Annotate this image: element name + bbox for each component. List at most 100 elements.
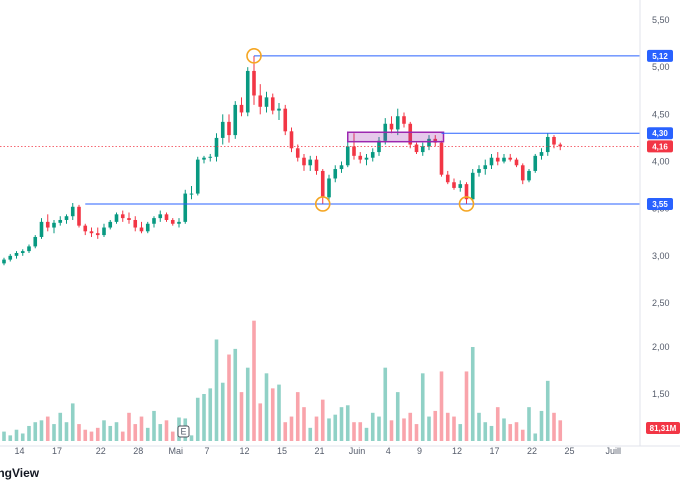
earnings-marker xyxy=(177,425,190,438)
volume-bar xyxy=(520,429,525,441)
x-tick-label: 14 xyxy=(14,446,24,456)
volume-bar xyxy=(8,435,13,441)
volume-bar xyxy=(489,425,494,441)
volume-bar xyxy=(439,371,444,441)
resistance-zone-box xyxy=(347,131,445,143)
resistance-tag xyxy=(647,49,673,62)
volume-bar xyxy=(427,416,431,441)
candle-body xyxy=(283,108,288,132)
x-tick-label: 17 xyxy=(52,446,62,456)
volume-bar xyxy=(527,407,531,441)
candle-body xyxy=(427,138,431,147)
volume-bar xyxy=(377,416,381,441)
candle-body xyxy=(245,70,250,113)
volume-bar xyxy=(108,425,113,441)
volume-bar xyxy=(158,424,163,441)
candle-body xyxy=(70,206,75,217)
volume-bar xyxy=(408,412,413,441)
candle-body xyxy=(558,144,563,147)
candle-body xyxy=(45,221,50,228)
volume-bar xyxy=(308,427,313,441)
volume-layer xyxy=(2,320,563,441)
volume-bar xyxy=(164,420,169,441)
volume-bar xyxy=(302,407,306,441)
candle-body xyxy=(102,227,106,236)
candle-body xyxy=(189,193,194,195)
candle-body xyxy=(295,148,300,158)
candle-body xyxy=(164,214,169,220)
candle-body xyxy=(14,253,19,256)
volume-bar xyxy=(289,416,294,441)
volume-bar xyxy=(39,420,44,441)
candle-body xyxy=(395,116,400,130)
candle-body xyxy=(20,251,25,254)
volume-bar xyxy=(464,371,469,441)
candle-body xyxy=(252,70,256,96)
volume-bar xyxy=(127,412,131,441)
x-axis: 14 17 22 28 Mai 7 12 15 21 Juin 4 9 12 17 22 25 Juill xyxy=(0,445,680,456)
x-tick-label: Juin xyxy=(349,446,366,456)
volume-bar xyxy=(114,422,119,441)
support-tag xyxy=(647,197,673,210)
volume-bar xyxy=(52,424,56,441)
y-tick-label: 3,00 xyxy=(652,251,670,261)
volume-bar xyxy=(508,424,513,441)
x-tick-label: Juill xyxy=(605,446,621,456)
volume-bar xyxy=(14,429,19,441)
candle-body xyxy=(95,233,100,236)
volume-bar xyxy=(145,427,150,441)
volume-bar xyxy=(395,392,400,441)
candle-body xyxy=(552,136,556,145)
volume-bar xyxy=(452,416,456,441)
volume-bar xyxy=(352,422,356,441)
candle-body xyxy=(489,157,494,166)
x-tick-label: 4 xyxy=(386,446,391,456)
candle-body xyxy=(39,221,44,237)
candle-body xyxy=(452,182,456,188)
volume-bar xyxy=(202,394,206,441)
pivot-circle-marker xyxy=(314,196,331,212)
volume-bar xyxy=(420,373,425,441)
volume-bar xyxy=(189,435,194,441)
last-volume-tag-label: 81,31M xyxy=(650,424,677,433)
volume-bar xyxy=(364,427,369,441)
candle-body xyxy=(108,221,113,228)
volume-bar xyxy=(133,424,138,441)
candle-body xyxy=(183,193,188,222)
volume-bar xyxy=(120,431,125,441)
volume-bar xyxy=(27,425,31,441)
candle-body xyxy=(220,121,225,138)
x-tick-label: 25 xyxy=(564,446,574,456)
candle-body xyxy=(433,138,438,143)
volume-bar xyxy=(89,431,94,441)
volume-bar xyxy=(245,367,250,441)
volume-bar xyxy=(558,420,563,441)
volume-bar xyxy=(58,412,63,441)
resistance-zone-tag-label: 4,30 xyxy=(652,129,668,138)
volume-bar xyxy=(264,373,269,441)
candle-body xyxy=(502,157,506,162)
candle-body xyxy=(258,95,263,107)
candle-body xyxy=(227,121,231,136)
candle-body xyxy=(464,184,469,200)
pivot-circle-marker xyxy=(458,196,475,212)
candle-body xyxy=(539,152,544,156)
candle-body xyxy=(533,155,538,171)
x-tick-label: 28 xyxy=(133,446,143,456)
volume-bar xyxy=(220,382,225,441)
volume-bar xyxy=(477,412,481,441)
candle-body xyxy=(352,146,356,156)
tradingview-watermark: ingView xyxy=(0,466,40,480)
volume-bar xyxy=(64,422,69,441)
volume-bar xyxy=(327,418,331,441)
candle-body xyxy=(89,231,94,234)
candle-body xyxy=(133,219,138,228)
volume-bar xyxy=(239,392,244,441)
x-tick-label: 17 xyxy=(489,446,499,456)
candle-body xyxy=(139,227,144,232)
candle-body xyxy=(233,104,238,136)
candle-body xyxy=(302,157,306,166)
candle-body xyxy=(477,169,481,173)
candle-body xyxy=(52,222,56,228)
